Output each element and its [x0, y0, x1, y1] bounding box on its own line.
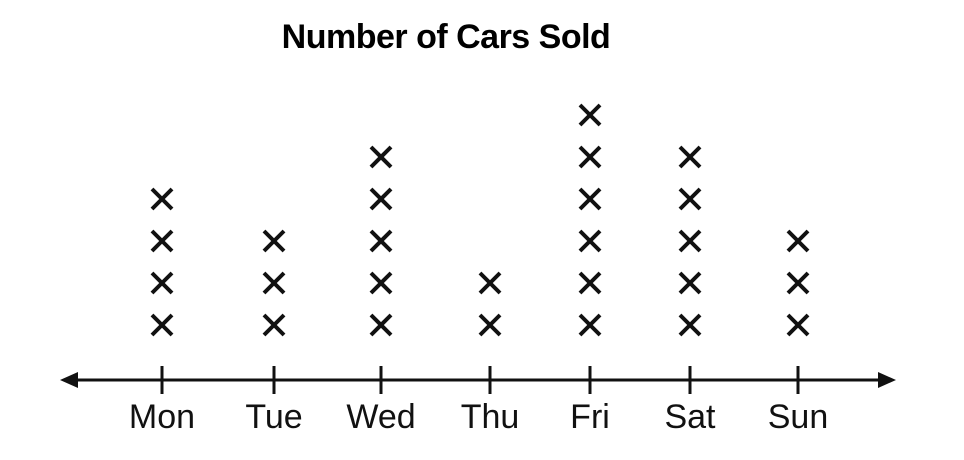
- tick-label-wed: Wed: [346, 398, 415, 436]
- tick-label-fri: Fri: [570, 398, 610, 436]
- x-mark-fri-3: [578, 229, 602, 253]
- x-mark-fri-2: [578, 271, 602, 295]
- x-mark-wed-2: [369, 271, 393, 295]
- x-mark-mon-1: [150, 313, 174, 337]
- x-mark-sat-5: [678, 145, 702, 169]
- x-mark-fri-4: [578, 187, 602, 211]
- x-mark-mon-2: [150, 271, 174, 295]
- tick-label-tue: Tue: [245, 398, 302, 436]
- tick-label-sun: Sun: [768, 398, 829, 436]
- x-mark-sat-4: [678, 187, 702, 211]
- x-mark-mon-3: [150, 229, 174, 253]
- tick-label-sat: Sat: [664, 398, 716, 436]
- x-mark-sat-1: [678, 313, 702, 337]
- x-mark-wed-5: [369, 145, 393, 169]
- x-mark-thu-2: [478, 271, 502, 295]
- tick-label-mon: Mon: [129, 398, 195, 436]
- x-mark-sat-2: [678, 271, 702, 295]
- x-mark-sun-2: [786, 271, 810, 295]
- x-axis-tick-labels: Mon Tue Wed Thu Fri Sat Sun: [129, 398, 828, 436]
- x-axis: [60, 372, 896, 388]
- x-mark-sat-3: [678, 229, 702, 253]
- x-mark-tue-2: [262, 271, 286, 295]
- x-mark-mon-4: [150, 187, 174, 211]
- x-mark-wed-3: [369, 229, 393, 253]
- tick-label-thu: Thu: [461, 398, 520, 436]
- x-mark-tue-1: [262, 313, 286, 337]
- x-mark-tue-3: [262, 229, 286, 253]
- data-marks: [150, 103, 810, 337]
- left-arrow-head: [60, 372, 78, 388]
- x-mark-fri-6: [578, 103, 602, 127]
- x-mark-wed-4: [369, 187, 393, 211]
- x-mark-sun-3: [786, 229, 810, 253]
- x-mark-wed-1: [369, 313, 393, 337]
- right-arrow-head: [878, 372, 896, 388]
- x-axis-ticks: [160, 366, 800, 394]
- x-mark-sun-1: [786, 313, 810, 337]
- x-mark-fri-1: [578, 313, 602, 337]
- x-mark-fri-5: [578, 145, 602, 169]
- x-mark-thu-1: [478, 313, 502, 337]
- chart-title: Number of Cars Sold: [282, 18, 611, 56]
